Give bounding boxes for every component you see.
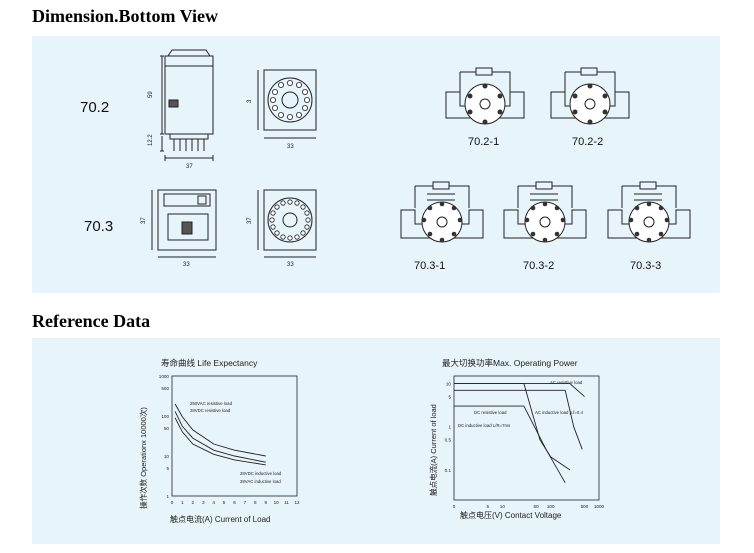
power-xtick-label: 1000 — [594, 504, 605, 509]
power-xtick-label: 500 — [581, 504, 589, 509]
power-chart-ylabel: 触点电流(A) Current of load — [428, 404, 438, 496]
wiring-diagram-70-2-2 — [550, 67, 630, 125]
reference-panel: 寿命曲线 Life Expectancy 操作次数 Operationx 100… — [32, 338, 720, 544]
power-chart-xlabel: 触点电压(V) Contact Voltage — [460, 510, 562, 520]
relay-side-drawing-70-2: 59 12.2 37 — [148, 49, 214, 170]
power-xtick-label: 5 — [487, 504, 490, 509]
power-ytick-label: 0.1 — [445, 468, 452, 473]
life-series-line-1 — [174, 403, 266, 457]
life-xtick-label: 6 — [233, 500, 236, 505]
power-ytick-label: 1 — [448, 425, 451, 430]
life-ytick-label: 10 — [164, 454, 170, 459]
life-xtick-label: 2 — [192, 500, 195, 505]
life-chart-xlabel: 触点电流(A) Current of Load — [170, 514, 270, 524]
life-chart-ylabel: 操作次数 Operationx 10000次) — [138, 407, 148, 509]
life-chart-title: 寿命曲线 Life Expectancy — [161, 358, 258, 368]
power-annotation-dc-res: DC resistive load — [474, 410, 507, 415]
dim-width-70-3: 33 — [183, 262, 190, 268]
life-ytick-label: 500 — [161, 386, 169, 391]
dim-socket-side-70-2: 3 — [247, 99, 253, 103]
power-chart-title: 最大切换功率Max. Operating Power — [442, 358, 578, 368]
dim-socket-side-70-3: 37 — [247, 217, 253, 224]
relay-side-drawing-70-3: 37 33 — [141, 189, 217, 268]
power-series-line-3 — [454, 389, 583, 450]
dimension-panel: 70.2 59 12.2 37 — [32, 36, 720, 293]
life-xtick-label: 12 — [294, 500, 300, 505]
dim-pins-70-2: 12.2 — [148, 134, 154, 146]
caption-70-2-2: 70.2-2 — [572, 136, 604, 148]
life-xtick-label: 1 — [181, 500, 184, 505]
max-operating-power-chart: 最大切换功率Max. Operating Power 触点电流(A) Curre… — [428, 358, 605, 520]
life-xtick-label: 9 — [264, 500, 267, 505]
dim-width-70-2: 37 — [186, 164, 193, 170]
power-xtick-label: 100 — [547, 504, 555, 509]
life-ytick-label: 1 — [166, 494, 169, 499]
model-label-70-2: 70.2 — [80, 99, 110, 116]
power-xtick-label: 50 — [534, 504, 540, 509]
life-xtick-label: 7 — [244, 500, 247, 505]
socket-bottom-view-70-2: 3 33 — [247, 69, 317, 150]
dim-socket-width-70-2: 33 — [287, 144, 294, 150]
life-xtick-label: 4 — [212, 500, 215, 505]
power-ytick-label: 10 — [446, 382, 452, 387]
reference-section-title: Reference Data — [32, 311, 151, 331]
life-expectancy-chart: 寿命曲线 Life Expectancy 操作次数 Operationx 100… — [138, 358, 300, 524]
life-annotation-28vdc-res: 28VDC resistive load — [190, 408, 231, 413]
power-annotation-dc-ind: DC inductive load L/R=7ms — [458, 423, 510, 428]
wiring-diagram-70-2-1 — [445, 67, 525, 125]
caption-70-3-3: 70.3-3 — [630, 260, 662, 272]
life-series-line-3 — [174, 417, 266, 466]
power-xtick-label: 10 — [500, 504, 506, 509]
caption-70-3-2: 70.3-2 — [523, 260, 555, 272]
power-annotation-ac-res: AC resistive load — [550, 380, 583, 385]
life-xtick-label: 11 — [284, 500, 289, 505]
life-xtick-label: 5 — [223, 500, 226, 505]
power-ytick-label: 0.5 — [445, 438, 452, 443]
life-xtick-label: 3 — [202, 500, 205, 505]
life-xtick-label: 8 — [254, 500, 257, 505]
dim-socket-width-70-3: 33 — [287, 262, 294, 268]
life-xtick-label: 10 — [274, 500, 280, 505]
life-ytick-label: 100 — [161, 414, 169, 419]
dim-height-70-2: 59 — [148, 91, 154, 98]
caption-70-2-1: 70.2-1 — [468, 136, 500, 148]
dim-height-70-3: 37 — [141, 217, 147, 224]
power-series-line-2 — [454, 383, 571, 471]
caption-70-3-1: 70.3-1 — [414, 260, 446, 272]
socket-bottom-view-70-3: 37 33 — [247, 189, 317, 268]
wiring-diagram-70-3-1 — [400, 181, 484, 243]
wiring-diagram-70-3-3 — [607, 181, 691, 243]
life-annotation-28vdc-ind: 28VDC inductive load — [240, 471, 282, 476]
power-ytick-label: 5 — [448, 395, 451, 400]
model-label-70-3: 70.3 — [84, 218, 114, 235]
life-xtick-label: 0 — [171, 500, 174, 505]
life-annotation-28vac-ind: 28VAC inductive load — [240, 479, 281, 484]
life-annotation-250vac: 250VAC resistive load — [190, 401, 233, 406]
life-series-line-2 — [174, 411, 266, 463]
life-ytick-label: 5 — [166, 466, 169, 471]
life-ytick-label: 1000 — [159, 374, 170, 379]
life-plot-frame — [171, 375, 298, 497]
power-plot-frame — [453, 375, 600, 501]
wiring-diagram-70-3-2 — [503, 181, 587, 243]
power-annotation-ac-ind: AC inductive load p.f=0.4 — [535, 410, 584, 415]
dimension-section-title: Dimension.Bottom View — [32, 6, 218, 26]
life-ytick-label: 50 — [164, 426, 170, 431]
power-series-line-4 — [454, 405, 566, 484]
power-xtick-label: 0 — [453, 504, 456, 509]
